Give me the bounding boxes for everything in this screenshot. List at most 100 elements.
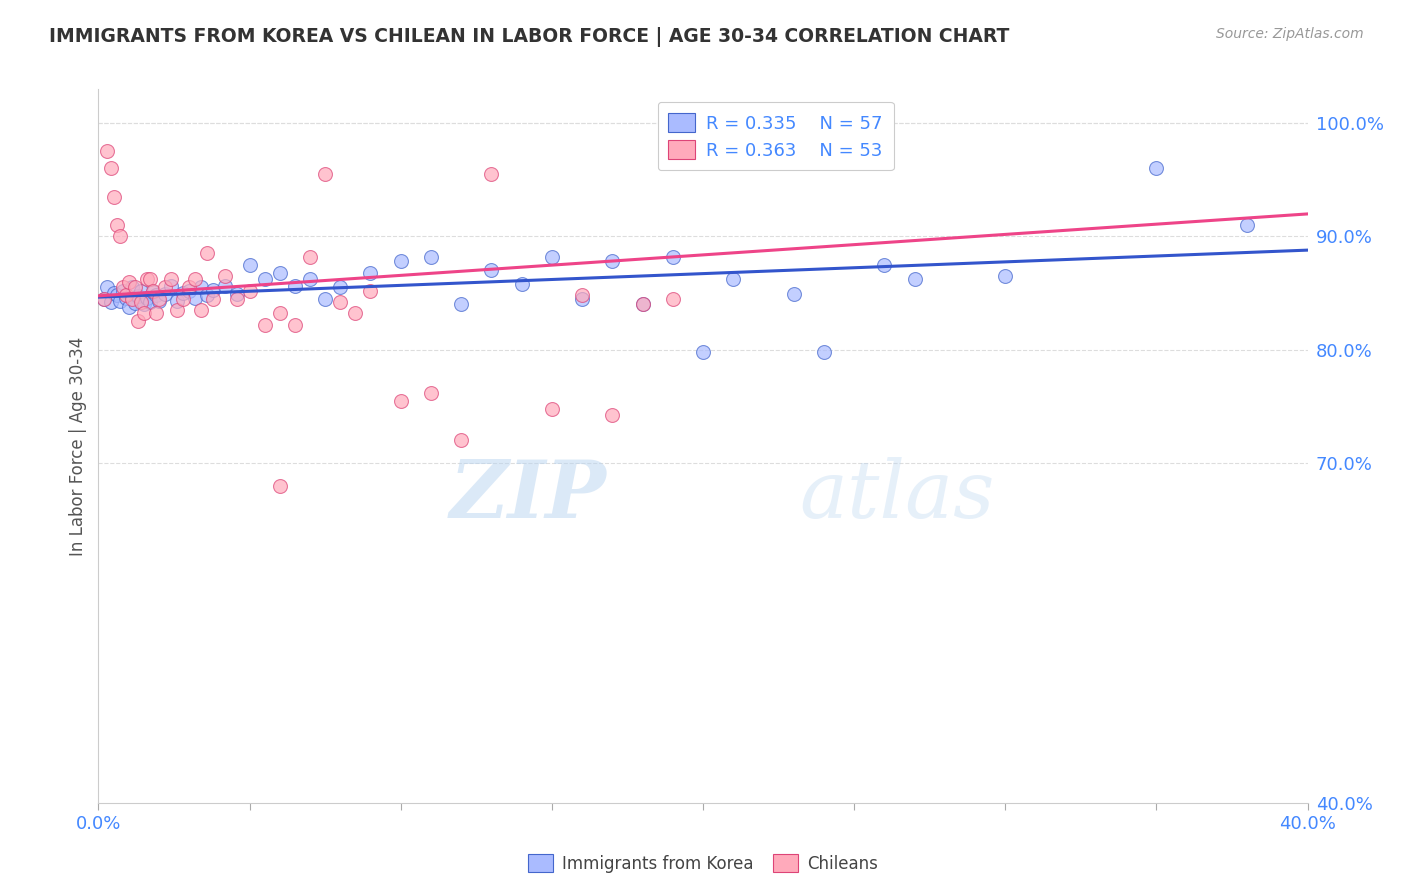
Point bbox=[190, 303, 212, 318]
Point bbox=[661, 292, 683, 306]
Point bbox=[450, 434, 472, 448]
Point bbox=[661, 250, 683, 264]
Point bbox=[129, 284, 152, 298]
Point bbox=[108, 229, 131, 244]
Point bbox=[139, 295, 162, 310]
Point bbox=[195, 288, 218, 302]
Point bbox=[127, 289, 149, 303]
Point bbox=[510, 277, 533, 291]
Point bbox=[389, 254, 412, 268]
Point bbox=[160, 272, 183, 286]
Point bbox=[329, 280, 352, 294]
Point bbox=[202, 292, 225, 306]
Point bbox=[93, 292, 115, 306]
Point bbox=[360, 284, 382, 298]
Point bbox=[105, 288, 128, 302]
Point bbox=[540, 401, 562, 416]
Point bbox=[540, 250, 562, 264]
Text: IMMIGRANTS FROM KOREA VS CHILEAN IN LABOR FORCE | AGE 30-34 CORRELATION CHART: IMMIGRANTS FROM KOREA VS CHILEAN IN LABO… bbox=[49, 27, 1010, 46]
Point bbox=[166, 293, 188, 308]
Point bbox=[93, 292, 115, 306]
Point bbox=[121, 292, 143, 306]
Point bbox=[692, 111, 714, 125]
Point bbox=[226, 292, 249, 306]
Point bbox=[184, 272, 207, 286]
Y-axis label: In Labor Force | Age 30-34: In Labor Force | Age 30-34 bbox=[69, 336, 87, 556]
Point bbox=[124, 280, 146, 294]
Point bbox=[202, 283, 225, 297]
Point bbox=[420, 250, 443, 264]
Point bbox=[1236, 218, 1258, 232]
Point bbox=[481, 263, 503, 277]
Point bbox=[269, 478, 291, 492]
Point bbox=[299, 272, 322, 286]
Point bbox=[114, 291, 136, 305]
Point bbox=[121, 280, 143, 294]
Point bbox=[114, 288, 136, 302]
Point bbox=[813, 345, 835, 359]
Point bbox=[269, 266, 291, 280]
Point bbox=[179, 280, 201, 294]
Point bbox=[105, 218, 128, 232]
Point bbox=[195, 246, 218, 260]
Point bbox=[96, 280, 118, 294]
Point bbox=[139, 272, 162, 286]
Point bbox=[179, 284, 201, 298]
Point bbox=[314, 167, 336, 181]
Point bbox=[631, 297, 654, 311]
Text: Source: ZipAtlas.com: Source: ZipAtlas.com bbox=[1216, 27, 1364, 41]
Text: atlas: atlas bbox=[800, 458, 995, 534]
Point bbox=[253, 318, 276, 332]
Point bbox=[148, 293, 170, 308]
Point bbox=[314, 292, 336, 306]
Point bbox=[214, 269, 236, 284]
Point bbox=[602, 409, 624, 423]
Point bbox=[571, 288, 593, 302]
Point bbox=[239, 284, 262, 298]
Point bbox=[752, 104, 775, 119]
Point bbox=[132, 306, 155, 320]
Point bbox=[160, 279, 183, 293]
Point bbox=[118, 300, 141, 314]
Point bbox=[284, 279, 307, 293]
Point bbox=[153, 280, 176, 294]
Point bbox=[329, 295, 352, 310]
Point bbox=[994, 269, 1017, 284]
Point bbox=[631, 297, 654, 311]
Point bbox=[239, 258, 262, 272]
Point bbox=[111, 280, 134, 294]
Point bbox=[226, 287, 249, 301]
Point bbox=[344, 306, 367, 320]
Legend: Immigrants from Korea, Chileans: Immigrants from Korea, Chileans bbox=[522, 847, 884, 880]
Point bbox=[124, 296, 146, 310]
Point bbox=[389, 393, 412, 408]
Point bbox=[723, 104, 745, 119]
Point bbox=[142, 285, 165, 299]
Point bbox=[420, 385, 443, 400]
Point bbox=[904, 272, 927, 286]
Point bbox=[172, 292, 194, 306]
Point bbox=[166, 303, 188, 318]
Point bbox=[153, 287, 176, 301]
Point bbox=[145, 288, 167, 302]
Point bbox=[450, 297, 472, 311]
Point bbox=[253, 272, 276, 286]
Point bbox=[299, 250, 322, 264]
Point bbox=[103, 286, 125, 301]
Point bbox=[100, 295, 122, 310]
Point bbox=[129, 295, 152, 310]
Point bbox=[723, 272, 745, 286]
Point bbox=[135, 291, 157, 305]
Point bbox=[692, 345, 714, 359]
Point bbox=[481, 167, 503, 181]
Point bbox=[132, 297, 155, 311]
Point bbox=[111, 284, 134, 298]
Point bbox=[783, 287, 806, 301]
Point bbox=[172, 286, 194, 301]
Point bbox=[96, 145, 118, 159]
Point bbox=[118, 275, 141, 289]
Point bbox=[135, 272, 157, 286]
Point bbox=[1144, 161, 1167, 176]
Point bbox=[190, 280, 212, 294]
Point bbox=[284, 318, 307, 332]
